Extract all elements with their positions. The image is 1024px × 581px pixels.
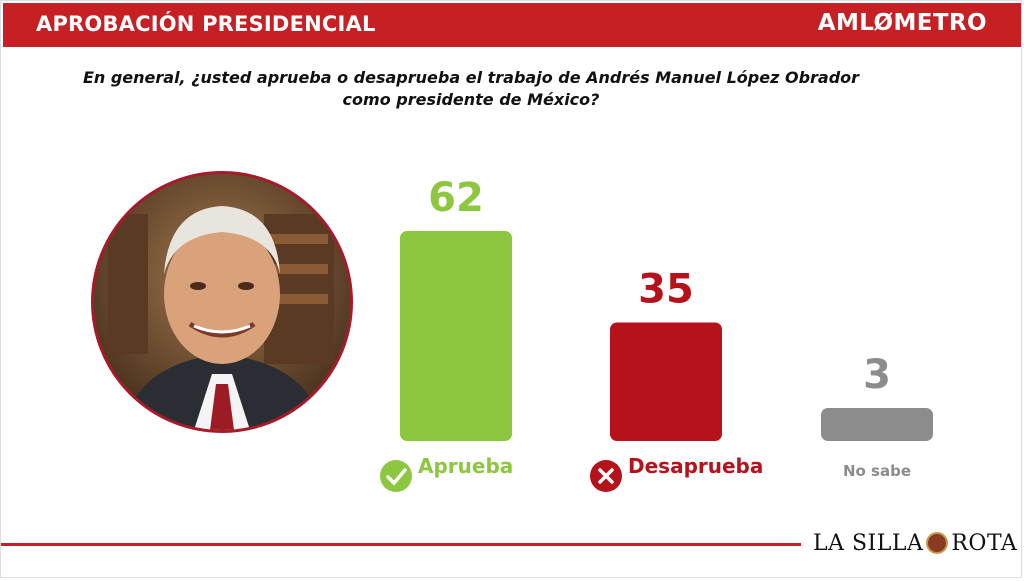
footer-divider <box>1 543 801 546</box>
eagle-emblem-icon <box>926 532 949 554</box>
publisher-logo: LA SILLA ROTA <box>813 529 1017 557</box>
category-label-aprueba: Aprueba <box>418 454 513 478</box>
value-label-aprueba: 62 <box>428 175 484 221</box>
category-labels-group: Aprueba Desaprueba No sabe <box>380 454 911 492</box>
check-circle-icon <box>380 460 412 492</box>
brand-logo: AMLØMETRO <box>817 10 987 36</box>
publisher-logo-right: ROTA <box>951 530 1018 556</box>
header-bar: APROBACIÓN PRESIDENCIAL AMLØMETRO <box>3 3 1021 47</box>
president-photo <box>91 171 353 433</box>
question-line-2: como presidente de México? <box>342 90 600 109</box>
value-labels-group: 62 35 3 <box>428 175 891 398</box>
publisher-logo-left: LA SILLA <box>813 530 924 556</box>
value-label-desaprueba: 35 <box>638 266 694 312</box>
survey-question: En general, ¿usted aprueba o desaprueba … <box>1 67 941 111</box>
bar-desaprueba <box>610 322 722 441</box>
category-label-desaprueba: Desaprueba <box>628 454 763 478</box>
bar-no-sabe <box>821 408 933 441</box>
portrait-illustration <box>94 174 350 430</box>
value-label-no-sabe: 3 <box>863 352 891 398</box>
question-line-1: En general, ¿usted aprueba o desaprueba … <box>82 68 860 87</box>
x-circle-icon-glyph <box>598 468 614 484</box>
bar-aprueba <box>400 231 512 441</box>
bars-group <box>400 231 933 441</box>
header-title: APROBACIÓN PRESIDENCIAL <box>36 12 376 36</box>
category-label-no-sabe: No sabe <box>843 462 911 480</box>
check-circle-icon-glyph <box>386 468 407 486</box>
